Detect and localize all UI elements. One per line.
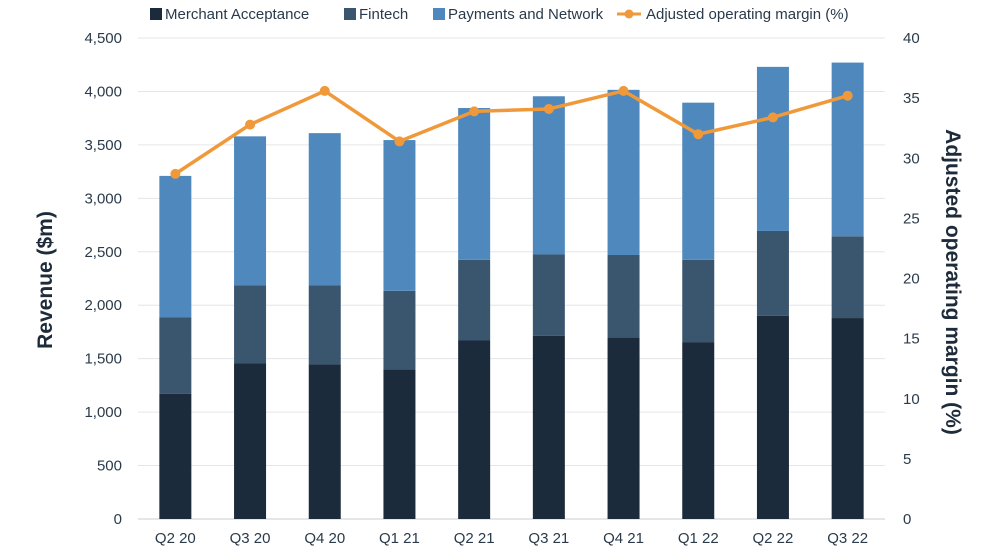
bar-segment xyxy=(458,259,491,341)
bar-segment xyxy=(308,133,341,286)
y2-tick-label: 15 xyxy=(903,331,920,348)
stacked-bars xyxy=(159,62,864,519)
x-tick-label: Q2 20 xyxy=(155,530,196,547)
bar-segment xyxy=(831,62,864,237)
legend-swatch xyxy=(150,8,162,20)
legend-label: Adjusted operating margin (%) xyxy=(646,6,849,23)
y2-tick-label: 30 xyxy=(903,150,920,167)
margin-line xyxy=(170,85,853,179)
bar-segment xyxy=(234,285,267,364)
right-axis-ticks: 0 5 10 15 20 25 30 35 40 xyxy=(903,30,920,528)
margin-point xyxy=(319,85,330,96)
y-tick-label: 3,000 xyxy=(84,190,122,207)
legend-item: Adjusted operating margin (%) xyxy=(617,6,849,23)
legend-item: Merchant Acceptance xyxy=(150,6,309,23)
y2-tick-label: 0 xyxy=(903,511,911,528)
x-tick-label: Q4 21 xyxy=(603,530,644,547)
bar-segment xyxy=(607,337,640,519)
x-tick-label: Q3 22 xyxy=(827,530,868,547)
bar-segment xyxy=(532,96,565,255)
margin-point xyxy=(693,129,704,140)
legend: Merchant Acceptance Fintech Payments and N… xyxy=(150,6,849,23)
x-tick-label: Q2 21 xyxy=(454,530,495,547)
legend-marker xyxy=(624,9,634,19)
legend-item: Fintech xyxy=(344,6,408,23)
bar-segment xyxy=(234,136,267,286)
y2-tick-label: 40 xyxy=(903,30,920,47)
y-tick-label: 2,000 xyxy=(84,297,122,314)
y-tick-label: 2,500 xyxy=(84,244,122,261)
bar-segment xyxy=(756,315,789,519)
left-axis-title: Revenue ($m) xyxy=(34,211,57,349)
bar-segment xyxy=(308,285,341,365)
bar-segment xyxy=(383,140,416,291)
y-tick-label: 3,500 xyxy=(84,137,122,154)
legend-swatch xyxy=(344,8,356,20)
y-tick-label: 500 xyxy=(97,458,122,475)
bar-segment xyxy=(383,290,416,370)
margin-point xyxy=(394,136,405,147)
bar-segment xyxy=(458,108,491,260)
margin-point xyxy=(170,168,181,179)
right-axis-title: Adjusted operating margin (%) xyxy=(941,129,964,435)
x-tick-label: Q1 21 xyxy=(379,530,420,547)
y2-tick-label: 10 xyxy=(903,391,920,408)
margin-line-path xyxy=(174,89,849,176)
y-tick-label: 1,000 xyxy=(84,404,122,421)
legend-item: Payments and Network xyxy=(433,6,604,23)
bar-segment xyxy=(756,230,789,316)
legend-label: Merchant Acceptance xyxy=(165,6,309,23)
y-tick-label: 1,500 xyxy=(84,351,122,368)
bar-segment xyxy=(159,393,192,519)
legend-label: Payments and Network xyxy=(448,6,604,23)
y2-tick-label: 25 xyxy=(903,210,920,227)
bar-segment xyxy=(383,369,416,519)
y-tick-label: 4,000 xyxy=(84,83,122,100)
bar-segment xyxy=(234,363,267,519)
y2-tick-label: 35 xyxy=(903,90,920,107)
margin-point xyxy=(543,103,554,114)
x-tick-label: Q1 22 xyxy=(678,530,719,547)
x-tick-label: Q4 20 xyxy=(304,530,345,547)
y-tick-label: 0 xyxy=(114,511,122,528)
legend-swatch xyxy=(433,8,445,20)
bar-segment xyxy=(756,66,789,231)
bar-segment xyxy=(532,254,565,336)
y-tick-label: 4,500 xyxy=(84,30,122,47)
legend-label: Fintech xyxy=(359,6,408,23)
bar-segment xyxy=(308,364,341,519)
bar-segment xyxy=(831,236,864,319)
margin-point xyxy=(245,119,256,130)
margin-point xyxy=(618,85,629,96)
bar-segment xyxy=(607,89,640,255)
bar-segment xyxy=(458,340,491,519)
margin-point xyxy=(469,106,480,117)
left-axis-ticks: 0 500 1,000 1,500 2,000 2,500 3,000 3,500 4,000 4… xyxy=(84,30,122,528)
bar-segment xyxy=(159,317,192,394)
x-axis-ticks: Q2 20 Q3 20 Q4 20 Q1 21 Q2 21 Q3 21 Q4 21 Q1 22… xyxy=(155,530,868,547)
bar-segment xyxy=(607,254,640,338)
margin-point xyxy=(842,90,853,101)
y2-tick-label: 20 xyxy=(903,271,920,288)
bar-segment xyxy=(682,259,715,343)
x-tick-label: Q2 22 xyxy=(753,530,794,547)
bar-segment xyxy=(532,335,565,519)
x-tick-label: Q3 20 xyxy=(230,530,271,547)
bar-segment xyxy=(682,342,715,519)
margin-point xyxy=(767,112,778,123)
bar-segment xyxy=(159,175,192,318)
y2-tick-label: 5 xyxy=(903,451,911,468)
bar-segment xyxy=(831,318,864,519)
x-tick-label: Q3 21 xyxy=(528,530,569,547)
